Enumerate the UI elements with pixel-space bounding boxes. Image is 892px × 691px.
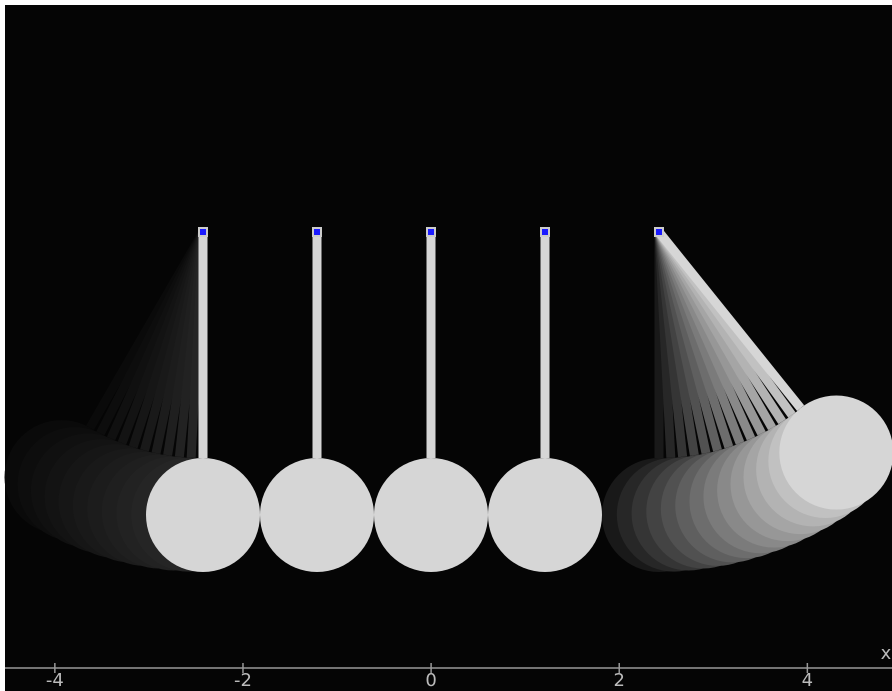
pendulum-ball xyxy=(779,396,892,510)
x-tick-label: 0 xyxy=(425,670,436,691)
pivot xyxy=(655,228,663,236)
pendulum-ball xyxy=(260,458,374,572)
x-tick-label: -4 xyxy=(46,670,64,691)
simulation-view: x -4 -2 0 2 4 xyxy=(0,0,892,691)
pendulum-ball xyxy=(488,458,602,572)
pivot xyxy=(427,228,435,236)
pivot xyxy=(199,228,207,236)
pivot xyxy=(313,228,321,236)
x-axis-label: x xyxy=(881,643,892,664)
pendulum-ball xyxy=(146,458,260,572)
x-tick-label: -2 xyxy=(234,670,252,691)
pendulum-ball xyxy=(374,458,488,572)
x-tick-label: 4 xyxy=(802,670,813,691)
x-tick-label: 2 xyxy=(613,670,624,691)
pivot xyxy=(541,228,549,236)
